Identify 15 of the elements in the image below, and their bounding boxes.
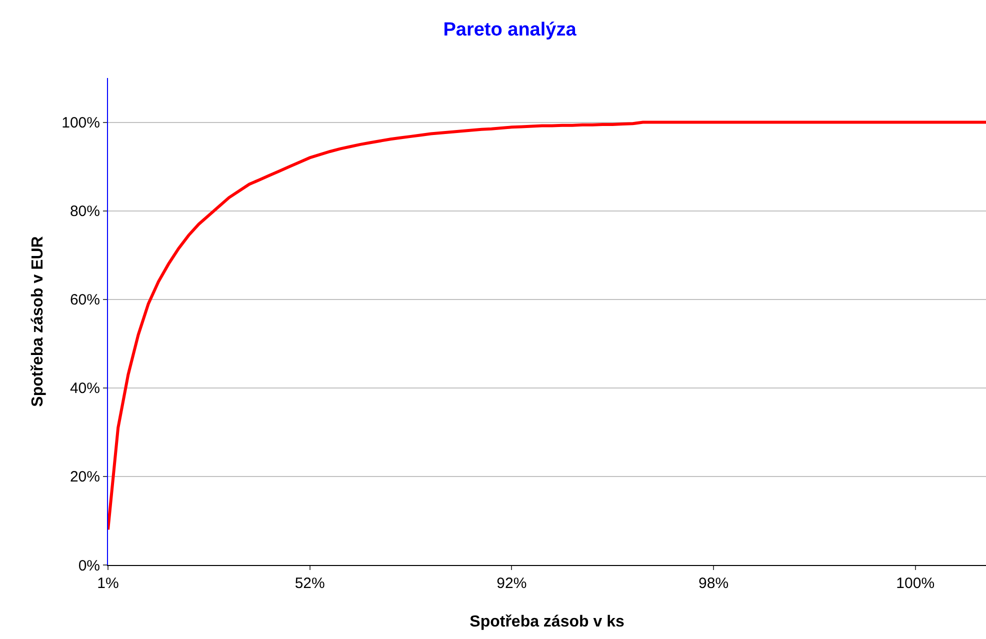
- y-tick-label: 80%: [70, 203, 100, 220]
- x-tick-label: 100%: [896, 575, 935, 592]
- x-tick-label: 98%: [698, 575, 729, 592]
- y-tick-label: 0%: [78, 557, 100, 574]
- line-series: [108, 120, 986, 532]
- y-tick-label: 100%: [62, 114, 100, 132]
- y-tick-label: 60%: [70, 292, 100, 309]
- x-tick-label: 1%: [97, 575, 119, 592]
- y-tick-label: 40%: [70, 380, 100, 398]
- x-axis-title: Spotřeba zásob v ks: [470, 614, 624, 631]
- x-tick-label: 52%: [294, 575, 325, 592]
- chart-title: Pareto analýza: [443, 20, 577, 41]
- x-tick-label: 92%: [496, 575, 527, 592]
- y-tick-label: 20%: [70, 468, 100, 486]
- y-axis-title: Spotřeba zásob v EUR: [30, 236, 47, 407]
